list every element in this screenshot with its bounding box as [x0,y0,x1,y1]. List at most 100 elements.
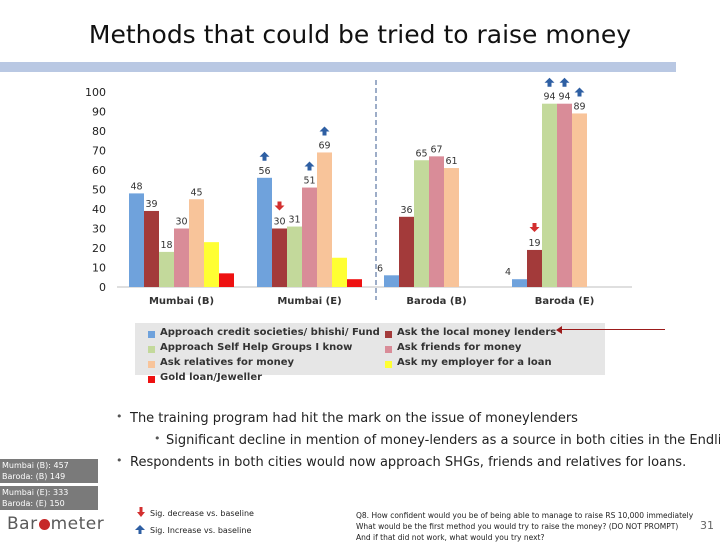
x-category-label: Mumbai (E) [277,296,341,307]
bar [512,279,527,287]
sig-increase-arrow [304,161,315,171]
legend-label: Ask relatives for money [160,357,294,368]
bar [189,199,204,287]
data-label: 51 [303,176,315,187]
bar [557,103,572,287]
data-label: 45 [190,187,202,198]
legend-swatch [385,346,392,353]
sig-increase-label: Sig. Increase vs. baseline [150,526,252,535]
bar [204,242,219,287]
bar [129,193,144,287]
legend-swatch [148,331,155,338]
sig-increase-arrow [319,126,330,136]
legend-label: Ask my employer for a loan [397,357,552,368]
bullet-text-1: The training program had hit the mark on… [130,411,578,426]
bar [399,216,414,287]
bar [542,103,557,287]
y-tick-label: 90 [92,106,106,119]
data-label: 94 [558,92,570,103]
question-line: What would be the first method you would… [356,522,679,531]
bar [174,228,189,287]
sig-increase-arrow [259,151,270,161]
y-tick-label: 20 [92,242,106,255]
up-arrow-icon [135,525,145,534]
question-line: And if that did not work, what would you… [356,533,545,542]
sample-size-endline: Mumbai (E): 333 Baroda: (E) 150 [0,486,98,510]
legend-label: Approach credit societies/ bhishi/ Fund [160,327,380,338]
legend-swatch [385,361,392,368]
data-label: 4 [505,267,511,278]
logo-text-start: Bar [7,514,38,534]
legend-swatch [385,331,392,338]
sig-increase-arrow [559,77,570,87]
logo-text-end: meter [50,514,105,534]
data-label: 69 [318,140,330,151]
y-tick-label: 40 [92,203,106,216]
legend-swatch [148,346,155,353]
survey-question: Q8. How confident would you be of being … [356,510,696,543]
x-category-label: Baroda (B) [406,296,466,307]
bar [414,160,429,287]
legend-label: Gold loan/Jeweller [160,372,263,383]
bar [302,187,317,287]
bar [317,152,332,287]
legend-label: Ask friends for money [397,342,522,353]
barometer-logo: Bar meter [7,514,104,534]
sig-decrease-arrow [274,201,285,211]
bullet-text-2: Respondents in both cities would now app… [130,455,687,470]
bar [219,273,234,287]
question-line: Q8. How confident would you be of being … [356,511,694,520]
bar [144,210,159,287]
data-label: 31 [288,215,300,226]
bar [384,275,399,287]
sample-size-line: Mumbai (E): 333 [2,488,69,497]
sample-size-line: Baroda: (B) 149 [2,472,66,481]
bar [444,168,459,287]
bar [332,257,347,287]
bullet-text-1-sub: Significant decline in mention of money-… [166,433,720,448]
bar [572,113,587,287]
data-label: 39 [145,199,157,210]
bar [257,177,272,287]
data-label: 94 [543,92,555,103]
legend-swatch [148,376,155,383]
data-label: 48 [130,181,142,192]
logo-dot-icon [38,519,50,530]
y-tick-label: 70 [92,145,106,158]
bar [159,251,174,287]
legend-pointer-arrowhead [556,326,562,334]
data-label: 30 [273,217,285,228]
legend-label: Ask the local money lenders [397,327,557,338]
sub-bullet-dot: • [154,432,161,445]
chart-legend: Approach credit societies/ bhishi/ Fund A… [135,323,605,383]
data-label: 36 [400,205,412,216]
data-label: 67 [430,144,442,155]
bullet-dot: • [116,410,123,423]
legend-swatch [148,361,155,368]
data-label: 19 [528,238,540,249]
data-label: 89 [573,101,585,112]
legend-pointer-line [560,329,665,330]
y-tick-label: 100 [85,86,106,99]
data-label: 18 [160,240,172,251]
sig-increase-arrow [544,77,555,87]
bar [527,249,542,287]
sample-size-line: Mumbai (B): 457 [2,461,69,470]
sample-size-line: Baroda: (E) 150 [2,499,65,508]
data-label: 56 [258,166,270,177]
y-tick-label: 50 [92,184,106,197]
sig-increase-arrow [574,87,585,97]
data-label: 65 [415,148,427,159]
x-category-label: Mumbai (B) [149,296,214,307]
page-number: 31 [700,519,714,532]
sample-size-baseline: Mumbai (B): 457 Baroda: (B) 149 [0,459,98,483]
bar [272,228,287,287]
y-tick-label: 30 [92,223,106,236]
sig-decrease-label: Sig. decrease vs. baseline [150,509,254,518]
data-label: 61 [445,156,457,167]
legend-label: Approach Self Help Groups I know [160,342,353,353]
y-tick-label: 60 [92,164,106,177]
y-tick-label: 10 [92,262,106,275]
x-category-label: Baroda (E) [535,296,595,307]
title-underline-bar [0,62,676,72]
